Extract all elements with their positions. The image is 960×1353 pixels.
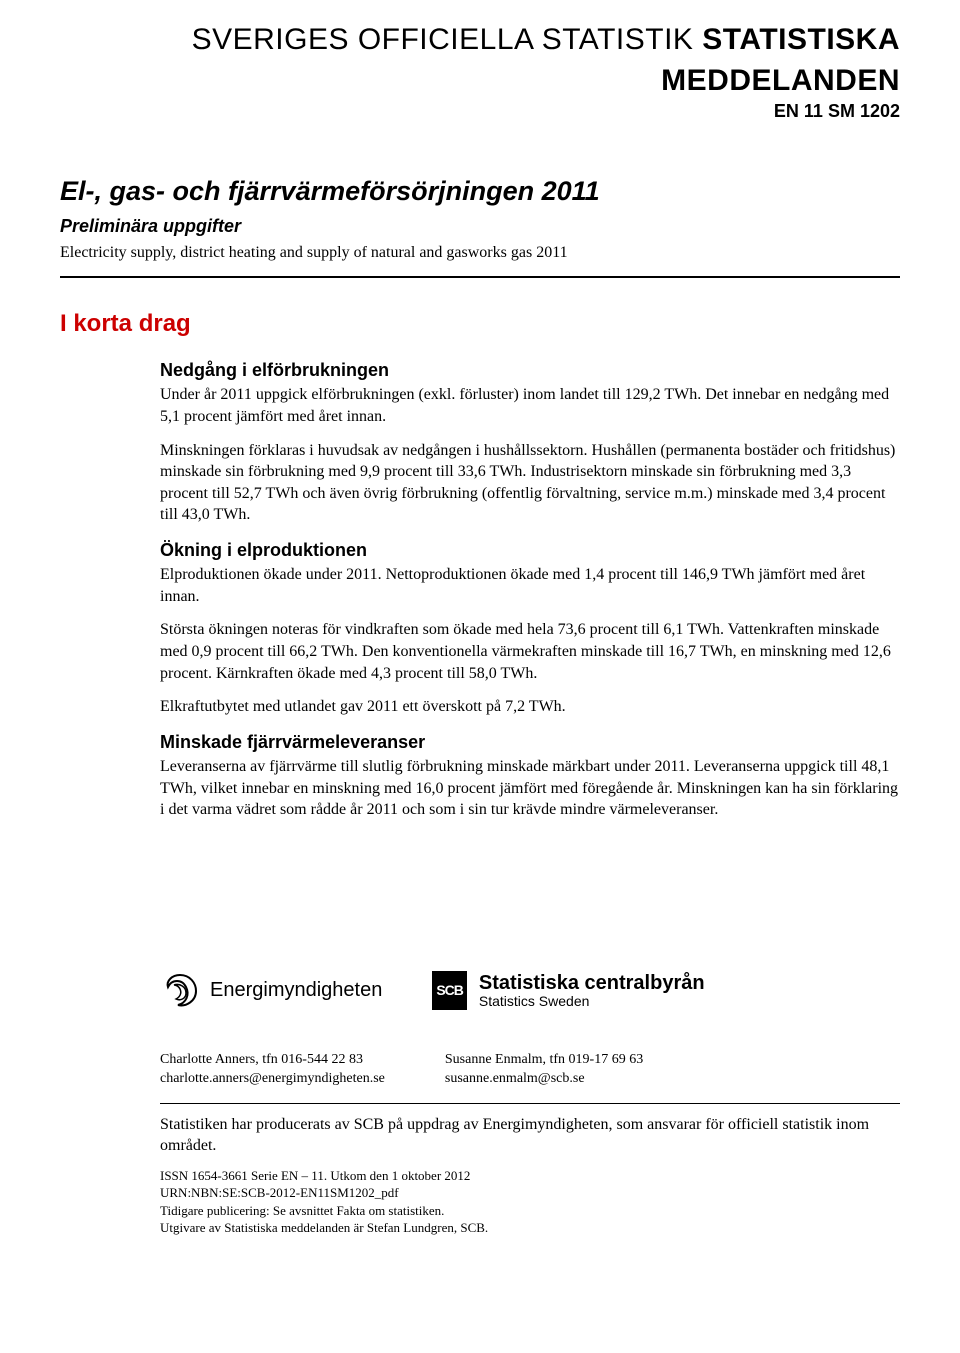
masthead: SVERIGES OFFICIELLA STATISTIK STATISTISK… xyxy=(60,20,900,123)
scb-main-text: Statistiska centralbyrån xyxy=(479,972,705,994)
scb-box-icon: SCB xyxy=(432,971,467,1010)
contact-email: charlotte.anners@energimyndigheten.se xyxy=(160,1070,385,1089)
footer-issn: ISSN 1654-3661 Serie EN – 11. Utkom den … xyxy=(160,1167,900,1185)
logos-row: Energimyndigheten SCB Statistiska centra… xyxy=(160,971,900,1011)
scb-text-block: Statistiska centralbyrån Statistics Swed… xyxy=(479,972,705,1009)
contacts-row: Charlotte Anners, tfn 016-544 22 83 char… xyxy=(160,1051,900,1089)
footer-publisher: Utgivare av Statistiska meddelanden är S… xyxy=(160,1219,900,1237)
paragraph: Minskningen förklaras i huvudsak av nedg… xyxy=(160,440,900,526)
contact-email: susanne.enmalm@scb.se xyxy=(445,1070,643,1089)
document-subtitle-sv: Preliminära uppgifter xyxy=(60,214,900,238)
footer-block: Statistiken har producerats av SCB på up… xyxy=(160,1114,900,1237)
logo-energimyndigheten: Energimyndigheten xyxy=(160,971,382,1011)
swirl-icon xyxy=(160,971,200,1011)
paragraph: Under år 2011 uppgick elförbrukningen (e… xyxy=(160,384,900,427)
title-block: El-, gas- och fjärrvärmeförsörjningen 20… xyxy=(60,173,900,263)
section-title-summary: I korta drag xyxy=(60,308,900,340)
heading-elproduktion: Ökning i elproduktionen xyxy=(160,538,900,562)
paragraph: Elproduktionen ökade under 2011. Nettopr… xyxy=(160,564,900,607)
masthead-right: STATISTISKA MEDDELANDEN xyxy=(661,23,900,97)
contact-1: Charlotte Anners, tfn 016-544 22 83 char… xyxy=(160,1051,385,1089)
heading-fjarrvarme: Minskade fjärrvärmeleveranser xyxy=(160,730,900,754)
page: SVERIGES OFFICIELLA STATISTIK STATISTISK… xyxy=(0,0,960,1277)
logo-scb: SCB Statistiska centralbyrån Statistics … xyxy=(432,971,704,1010)
document-title: El-, gas- och fjärrvärmeförsörjningen 20… xyxy=(60,173,900,209)
thin-rule xyxy=(160,1103,900,1104)
body-column: Nedgång i elförbrukningen Under år 2011 … xyxy=(160,358,900,821)
footer-statement: Statistiken har producerats av SCB på up… xyxy=(160,1114,900,1157)
masthead-left: SVERIGES OFFICIELLA STATISTIK xyxy=(192,23,694,56)
document-subtitle-en: Electricity supply, district heating and… xyxy=(60,242,900,264)
paragraph: Elkraftutbytet med utlandet gav 2011 ett… xyxy=(160,696,900,718)
contact-2: Susanne Enmalm, tfn 019-17 69 63 susanne… xyxy=(445,1051,643,1089)
masthead-title: SVERIGES OFFICIELLA STATISTIK STATISTISK… xyxy=(60,20,900,101)
scb-sub-text: Statistics Sweden xyxy=(479,994,705,1009)
masthead-code: EN 11 SM 1202 xyxy=(60,99,900,123)
contact-name-phone: Charlotte Anners, tfn 016-544 22 83 xyxy=(160,1051,385,1070)
heading-elforbrukning: Nedgång i elförbrukningen xyxy=(160,358,900,382)
logo-energi-text: Energimyndigheten xyxy=(210,977,382,1004)
paragraph: Största ökningen noteras för vindkraften… xyxy=(160,619,900,684)
horizontal-rule xyxy=(60,276,900,278)
footer-urn: URN:NBN:SE:SCB-2012-EN11SM1202_pdf xyxy=(160,1184,900,1202)
paragraph: Leveranserna av fjärrvärme till slutlig … xyxy=(160,756,900,821)
footer-prev: Tidigare publicering: Se avsnittet Fakta… xyxy=(160,1202,900,1220)
contact-name-phone: Susanne Enmalm, tfn 019-17 69 63 xyxy=(445,1051,643,1070)
